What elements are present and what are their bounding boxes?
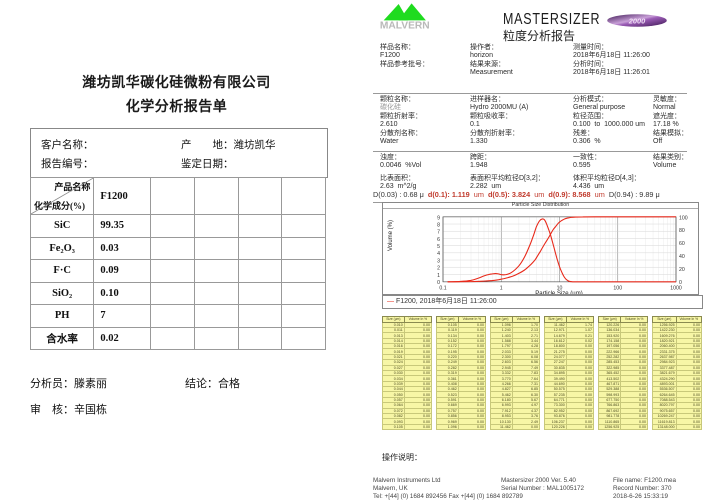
svg-text:80: 80	[679, 228, 685, 234]
svg-text:4: 4	[437, 251, 440, 257]
svg-text:60: 60	[679, 241, 685, 247]
svg-text:6: 6	[437, 237, 440, 243]
svg-text:20: 20	[679, 267, 685, 273]
svg-text:2: 2	[437, 266, 440, 272]
svg-text:1000: 1000	[670, 285, 682, 291]
svg-text:MALVERN: MALVERN	[380, 21, 430, 32]
svg-text:3: 3	[437, 258, 440, 264]
svg-text:5: 5	[437, 244, 440, 250]
svg-text:0.1: 0.1	[439, 285, 446, 291]
svg-text:Particle Size (µm): Particle Size (µm)	[535, 291, 582, 294]
svg-text:100: 100	[613, 285, 622, 291]
svg-text:40: 40	[679, 254, 685, 260]
svg-text:1: 1	[437, 273, 440, 279]
svg-text:100: 100	[679, 215, 688, 221]
svg-text:9: 9	[437, 215, 440, 221]
svg-text:1: 1	[500, 285, 503, 291]
svg-text:8: 8	[437, 222, 440, 228]
svg-text:2000: 2000	[628, 17, 646, 26]
svg-text:7: 7	[437, 230, 440, 236]
